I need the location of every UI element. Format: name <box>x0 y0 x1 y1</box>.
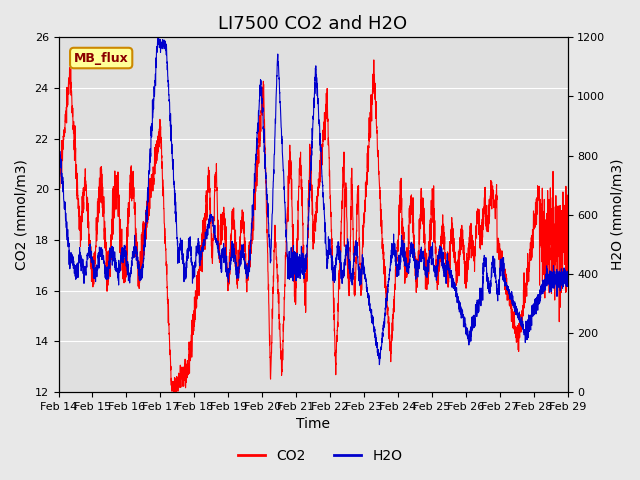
Text: MB_flux: MB_flux <box>74 51 129 64</box>
Y-axis label: H2O (mmol/m3): H2O (mmol/m3) <box>611 159 625 270</box>
Y-axis label: CO2 (mmol/m3): CO2 (mmol/m3) <box>15 159 29 270</box>
Title: LI7500 CO2 and H2O: LI7500 CO2 and H2O <box>218 15 408 33</box>
Legend: CO2, H2O: CO2, H2O <box>232 443 408 468</box>
X-axis label: Time: Time <box>296 418 330 432</box>
